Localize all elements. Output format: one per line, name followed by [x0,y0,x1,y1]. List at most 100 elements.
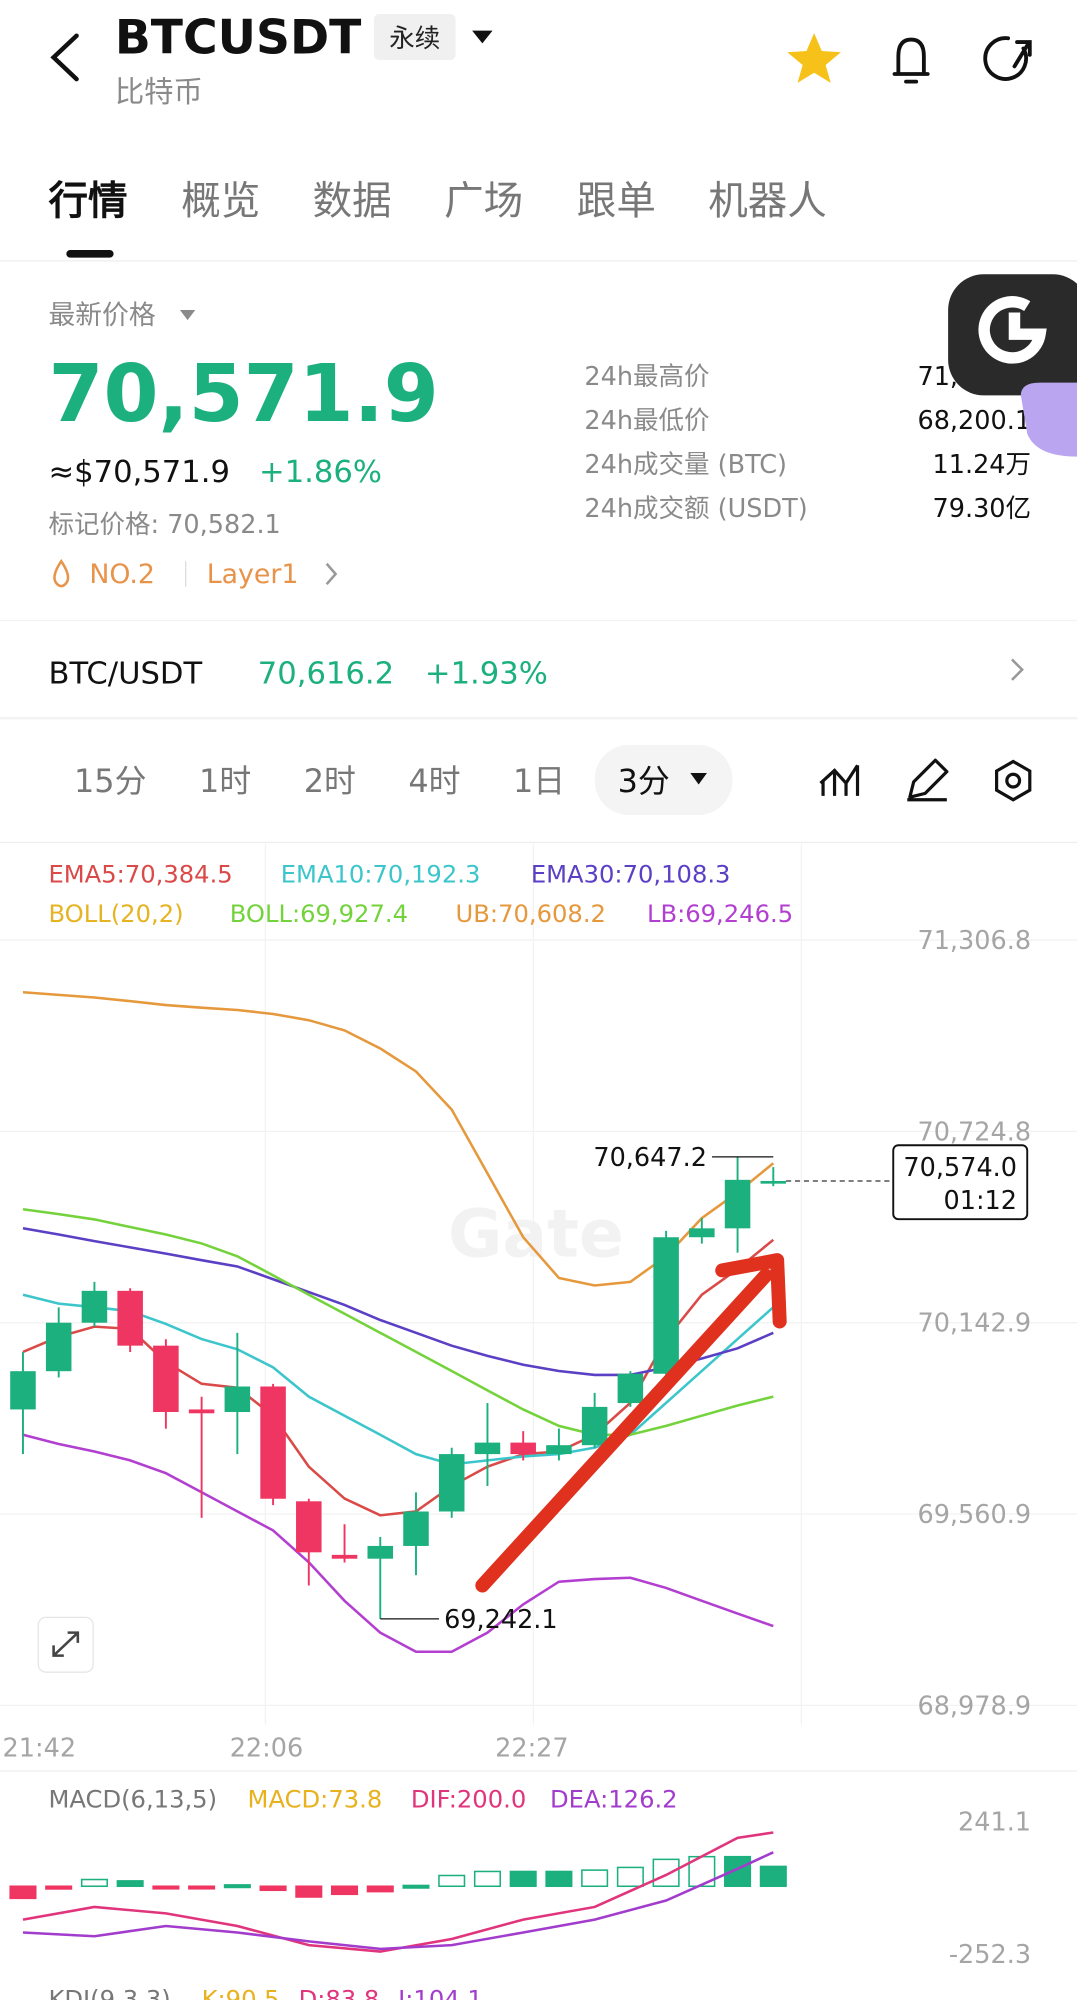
tab-bar: 行情 概览 数据 广场 跟单 机器人 [48,178,826,224]
macd-bar [581,1869,609,1888]
indicator-line [22,1293,775,1466]
interval-option[interactable]: 4时 [408,762,460,800]
y-tick-label: 70,724.8 [917,1117,1031,1147]
macd-bar [116,1880,144,1888]
macd-bar [509,1870,537,1888]
divider [0,841,1077,844]
tab[interactable]: 机器人 [708,178,827,224]
candle-body [546,1445,572,1455]
macd-bar [402,1884,430,1889]
macd-bar [259,1885,287,1892]
macd-bar [188,1885,216,1890]
macd-bar [652,1858,680,1888]
chevron [325,562,338,586]
interval-option[interactable]: 1时 [199,762,251,800]
indicator-line [22,1433,774,1654]
share-icon[interactable] [983,36,1032,81]
legend-entry: LB:69,246.5 [647,900,793,928]
tab[interactable]: 概览 [181,178,260,224]
back-button[interactable] [50,33,79,82]
x-tick-label: 21:42 [3,1733,77,1763]
y-tick-label: 68,978.9 [917,1691,1031,1721]
macd-bar [152,1885,180,1890]
candle-body [117,1290,143,1346]
kdj-legend: K:90.5 [202,1986,280,2000]
legend-entry: DIF:200.0 [411,1785,526,1813]
macd-bar [545,1870,573,1888]
stat-label: 24h最高价 [584,362,709,392]
tag-separator [185,561,187,587]
expand-icon [52,1631,80,1657]
y-tick-label: 70,142.9 [917,1309,1031,1339]
macd-bar [366,1885,394,1893]
countdown: 01:12 [944,1186,1018,1216]
y-tick-label: 71,306.8 [917,926,1031,956]
legend-title: BOLL(20,2) [48,900,183,928]
indicator-line [22,990,775,1287]
candle-body [10,1371,36,1410]
candle-body [260,1386,286,1499]
tab[interactable]: 跟单 [577,178,656,224]
interval-bar: 15分 1时 2时 4时 1日 [74,762,565,800]
price-change: +1.86% [259,455,382,490]
macd-chart: MACD(6,13,5) MACD:73.8 DIF:200.0 DEA:126.2 2… [9,1785,1031,2000]
macd-line [22,1851,774,1951]
draw-icon[interactable] [907,758,949,802]
chevron[interactable] [1011,658,1024,681]
tab[interactable]: 广场 [444,178,523,224]
macd-title: MACD(6,13,5) [48,1785,217,1813]
y-tick-label: 69,560.9 [917,1500,1031,1530]
alert-icon[interactable] [892,37,930,84]
indicator-line [22,1207,774,1437]
tab[interactable]: 行情 [48,178,127,224]
floating-logo [978,296,1047,364]
interval-option[interactable]: 15分 [74,762,146,800]
interval-option[interactable]: 1日 [513,762,565,800]
spot-pair: BTC/USDT [48,657,202,692]
candle-body [224,1386,251,1413]
rank-tag[interactable]: NO.2 [89,559,155,590]
interval-selected[interactable]: 3分 [618,762,670,800]
floating-pet[interactable] [1020,382,1077,457]
low-label: 69,242.1 [444,1605,558,1635]
high-label: 70,647.2 [593,1143,707,1173]
stat-label: 24h最低价 [584,406,709,436]
contract-label: 永续 [389,24,440,54]
candle-body [438,1454,465,1512]
dropdown-icon[interactable] [472,30,493,44]
stat-value: 68,200.1 [917,406,1031,436]
symbol: BTCUSDT [115,11,362,66]
candle-body [617,1373,644,1404]
settings-icon [1005,772,1022,789]
favorite-icon[interactable] [787,33,841,83]
tab[interactable]: 数据 [313,178,392,224]
annotation-arrowhead [715,1253,787,1329]
settings-icon[interactable] [995,759,1032,802]
dropdown-icon[interactable] [690,772,707,785]
dropdown-icon[interactable] [179,309,196,321]
legend-entry: EMA5:70,384.5 [48,861,232,889]
macd-bar [80,1878,108,1888]
interval-option[interactable]: 2时 [304,762,356,800]
candle-body [689,1228,715,1238]
stat-value: 79.30亿 [933,494,1032,524]
contract-badge[interactable] [373,14,456,60]
candle-body [403,1511,429,1546]
x-tick-label: 22:06 [230,1733,304,1763]
candle-body [331,1554,358,1559]
divider [0,1770,1077,1772]
interval-selected-bg[interactable] [594,744,733,816]
category-tag[interactable]: Layer1 [207,559,299,590]
indicator-icon[interactable] [819,764,860,796]
mark-price: 标记价格: 70,582.1 [48,510,280,540]
candle-body [188,1409,215,1414]
usd-price: ≈$70,571.9 [48,455,229,490]
stat-label: 24h成交量 (BTC) [584,450,787,480]
candle-body [724,1179,751,1229]
candle-body [581,1406,608,1446]
macd-bar [295,1885,323,1898]
candle-body [153,1345,179,1413]
